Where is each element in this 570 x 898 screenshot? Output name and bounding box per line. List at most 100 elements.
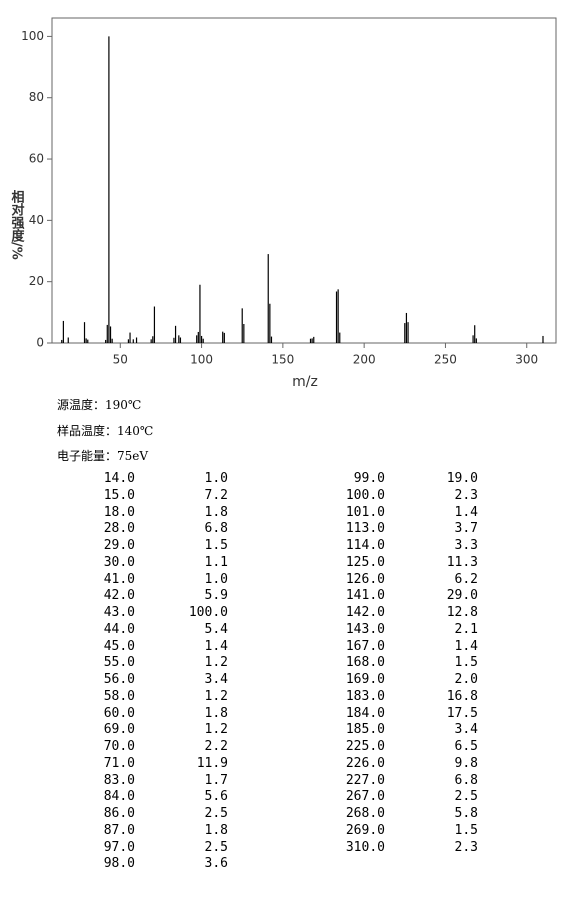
y-tick-label: 100 — [21, 29, 44, 43]
mz-cell: 44.0 — [103, 621, 135, 637]
mz-cell: 43.0 — [103, 605, 135, 620]
mz-cell: 14.0 — [103, 471, 135, 486]
mz-cell: 84.0 — [103, 789, 135, 805]
mz-cell: 28.0 — [103, 521, 135, 537]
y-tick-label: 80 — [29, 90, 44, 104]
mz-cell: 168.0 — [345, 655, 385, 671]
intensity-cell: 1.2 — [204, 722, 228, 738]
intensity-cell: 2.5 — [204, 839, 228, 855]
intensity-cell: 1.5 — [454, 655, 478, 671]
intensity-cell: 1.8 — [204, 504, 228, 520]
intensity-cell: 3.4 — [454, 722, 478, 738]
x-tick-label: 100 — [190, 353, 213, 367]
info-line: 样品温度：140℃ — [57, 423, 154, 438]
intensity-cell: 1.1 — [204, 554, 228, 570]
mz-cell: 29.0 — [103, 538, 135, 553]
intensity-cell: 29.0 — [446, 588, 478, 604]
intensity-cell: 1.8 — [204, 705, 228, 721]
mz-cell: 142.0 — [345, 605, 385, 620]
y-tick-label: 20 — [29, 274, 44, 288]
intensity-cell: 5.8 — [454, 806, 478, 821]
mz-cell: 55.0 — [103, 655, 135, 671]
intensity-cell: 1.4 — [454, 504, 478, 520]
intensity-cell: 1.0 — [204, 471, 228, 486]
intensity-cell: 6.8 — [454, 772, 478, 788]
intensity-cell: 1.4 — [454, 638, 478, 654]
mz-cell: 71.0 — [103, 755, 135, 771]
mz-cell: 56.0 — [103, 672, 135, 687]
mz-cell: 113.0 — [345, 521, 385, 537]
mz-cell: 167.0 — [345, 638, 385, 654]
mz-cell: 70.0 — [103, 739, 135, 754]
mz-cell: 101.0 — [345, 504, 385, 520]
mz-cell: 184.0 — [345, 705, 385, 721]
x-axis-label: m/z — [292, 374, 318, 390]
mz-cell: 185.0 — [345, 722, 385, 738]
intensity-cell: 1.7 — [204, 772, 228, 788]
mz-cell: 60.0 — [103, 705, 135, 721]
mz-cell: 30.0 — [103, 554, 135, 570]
intensity-cell: 2.1 — [454, 621, 478, 637]
mz-cell: 41.0 — [103, 571, 135, 587]
x-tick-label: 300 — [515, 353, 538, 367]
mz-cell: 125.0 — [345, 554, 385, 570]
mz-cell: 143.0 — [345, 621, 385, 637]
mz-cell: 15.0 — [103, 487, 135, 503]
x-tick-label: 250 — [434, 353, 457, 367]
intensity-cell: 11.3 — [446, 554, 478, 570]
mz-cell: 141.0 — [345, 588, 385, 604]
intensity-cell: 1.8 — [204, 822, 228, 838]
intensity-cell: 17.5 — [446, 705, 478, 721]
mz-cell: 268.0 — [345, 806, 385, 821]
intensity-cell: 100.0 — [188, 605, 228, 620]
intensity-cell: 19.0 — [446, 471, 478, 486]
intensity-cell: 7.2 — [204, 487, 228, 503]
y-tick-label: 0 — [36, 336, 44, 350]
mz-cell: 126.0 — [345, 571, 385, 587]
intensity-cell: 3.7 — [454, 521, 478, 537]
x-tick-label: 50 — [113, 353, 128, 367]
intensity-cell: 2.2 — [204, 739, 228, 754]
mz-cell: 42.0 — [103, 588, 135, 604]
mz-cell: 227.0 — [345, 772, 385, 788]
mz-cell: 225.0 — [345, 739, 385, 754]
mz-cell: 169.0 — [345, 672, 385, 687]
mz-cell: 269.0 — [345, 822, 385, 838]
mz-cell: 99.0 — [353, 471, 385, 486]
intensity-cell: 6.5 — [454, 739, 478, 754]
mz-cell: 183.0 — [345, 688, 385, 704]
mz-cell: 267.0 — [345, 789, 385, 805]
intensity-cell: 5.6 — [204, 789, 228, 805]
intensity-cell: 6.2 — [454, 571, 478, 587]
mz-cell: 310.0 — [345, 839, 385, 855]
intensity-cell: 9.8 — [454, 755, 478, 771]
y-tick-label: 60 — [29, 152, 44, 166]
mz-cell: 87.0 — [103, 822, 135, 838]
intensity-cell: 1.2 — [204, 655, 228, 671]
intensity-cell: 12.8 — [446, 605, 478, 620]
mz-cell: 98.0 — [103, 856, 135, 872]
mz-cell: 114.0 — [345, 538, 385, 553]
intensity-cell: 1.5 — [454, 822, 478, 838]
intensity-cell: 1.0 — [204, 571, 228, 587]
intensity-cell: 1.4 — [204, 638, 228, 654]
mz-cell: 100.0 — [345, 487, 385, 503]
mz-cell: 58.0 — [103, 688, 135, 704]
intensity-cell: 5.4 — [204, 621, 228, 637]
intensity-cell: 3.3 — [454, 538, 478, 553]
intensity-cell: 11.9 — [196, 755, 228, 771]
intensity-cell: 2.3 — [454, 839, 478, 855]
mz-cell: 86.0 — [103, 806, 135, 821]
intensity-cell: 1.5 — [204, 538, 228, 553]
y-axis-label: 相对强度/% — [9, 189, 25, 259]
intensity-cell: 1.2 — [204, 688, 228, 704]
intensity-cell: 5.9 — [204, 588, 228, 604]
chart: m/z 相对强度/% 0 20 40 60 80 100 50 100 150 200 250 300 — [9, 17, 557, 390]
mz-cell: 83.0 — [103, 772, 135, 788]
info-line: 源温度：190℃ — [57, 398, 142, 412]
x-tick-label: 150 — [271, 353, 294, 367]
mz-cell: 18.0 — [103, 504, 135, 520]
intensity-cell: 2.5 — [204, 806, 228, 821]
intensity-cell: 3.6 — [204, 856, 228, 872]
